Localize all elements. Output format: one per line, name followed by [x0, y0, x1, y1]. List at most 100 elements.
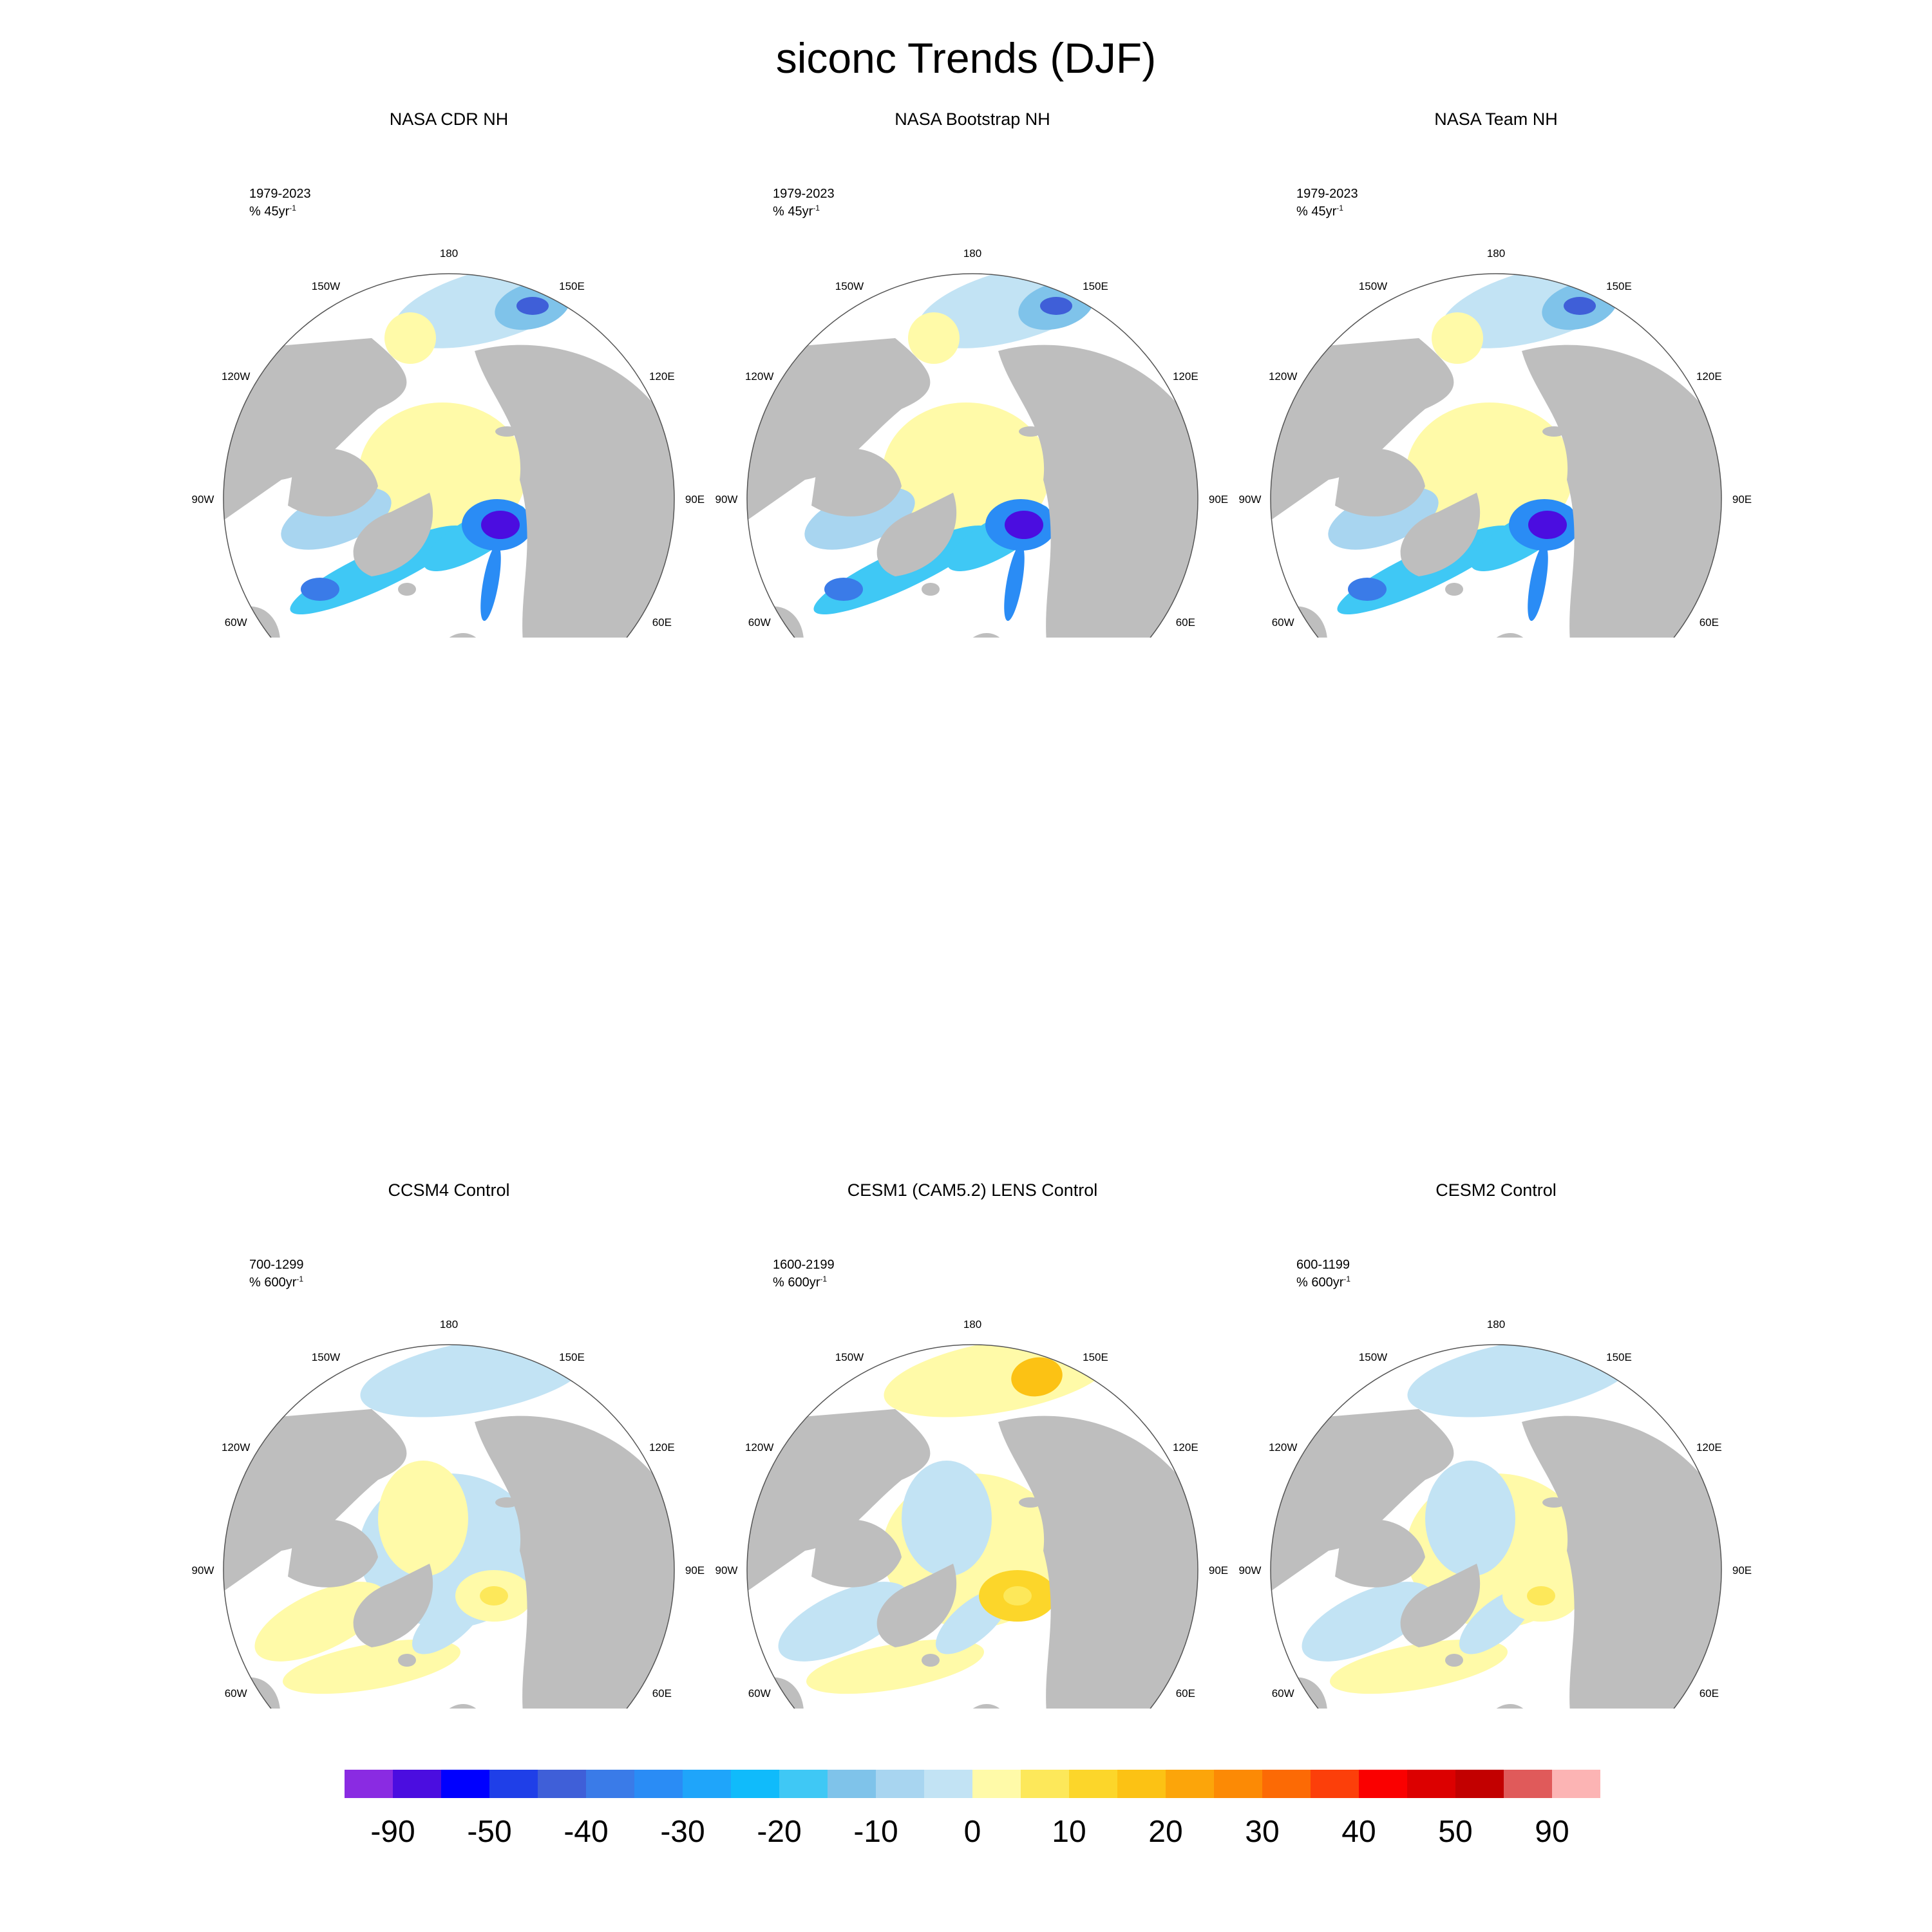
eurasia-landmass	[998, 345, 1198, 638]
colorbar-swatch	[972, 1770, 1021, 1798]
longitude-label: 150W	[1359, 280, 1387, 292]
map-boundary	[223, 273, 675, 638]
longitude-label: 90E	[685, 1564, 705, 1577]
longitude-label: 150W	[1359, 1351, 1387, 1363]
trend-patch	[778, 1582, 909, 1662]
trend-patch	[1005, 511, 1043, 539]
longitude-label: 180	[440, 1318, 458, 1331]
longitude-label: 150E	[1083, 1351, 1108, 1363]
longitude-label: 150W	[312, 1351, 340, 1363]
trend-units-exponent: -1	[289, 204, 296, 213]
longitude-label: 60W	[225, 616, 247, 629]
colorbar-tick-label: 40	[1341, 1815, 1376, 1849]
longitude-label: 90W	[1239, 1564, 1262, 1577]
longitude-label: 90W	[1239, 493, 1262, 506]
polar-map: 180150E120E90E60E30E030W60W90W120W150W	[192, 1318, 705, 1709]
trend-patch	[1528, 544, 1548, 621]
longitude-label: 150W	[312, 280, 340, 292]
island	[495, 1497, 518, 1508]
colorbar-swatch	[586, 1770, 634, 1798]
longitude-label: 120E	[1173, 370, 1198, 383]
colorbar-swatch	[1021, 1770, 1069, 1798]
map-boundary	[223, 1344, 675, 1709]
trend-patch	[1011, 1357, 1063, 1397]
longitude-label: 120W	[745, 1441, 773, 1454]
trend-units-value: 600yr	[788, 1275, 820, 1290]
map-boundary	[1270, 1344, 1722, 1709]
panel-period: 700-1299% 600yr-1	[249, 1258, 304, 1290]
longitude-label: 60W	[225, 1687, 247, 1700]
longitude-label: 60W	[748, 616, 771, 629]
iceland	[398, 583, 416, 596]
period-range: 1979-2023	[1296, 187, 1358, 201]
colorbar-swatch	[779, 1770, 828, 1798]
longitude-label: 90W	[192, 1564, 214, 1577]
longitude-label: 90W	[715, 493, 738, 506]
colorbar-swatch	[683, 1770, 731, 1798]
trend-patch	[1040, 297, 1072, 315]
trend-units-value: 45yr	[788, 204, 813, 219]
map-panel-nasa-bootstrap-nh: NASA Bootstrap NH 1979-2023% 45yr-1 180 150…	[708, 109, 1236, 638]
colorbar-swatch	[1552, 1770, 1600, 1798]
iceland	[922, 583, 940, 596]
panel-period: 1600-2199% 600yr-1	[773, 1258, 835, 1290]
map-panel-nasa-cdr-nh: NASA CDR NH 1979-2023% 45yr-1 180 150E 120E 9…	[185, 109, 713, 638]
trend-patch	[806, 1639, 985, 1694]
colorbar-swatch	[489, 1770, 538, 1798]
colorbar-swatch	[1214, 1770, 1262, 1798]
longitude-label: 120W	[1269, 1441, 1297, 1454]
map-panel-cesm1-lens-control: CESM1 (CAM5.2) LENS Control 1600-2199% 60…	[708, 1180, 1236, 1709]
longitude-label: 90E	[1732, 493, 1752, 506]
longitude-label: 60E	[652, 1687, 672, 1700]
trend-units-value: 45yr	[1311, 204, 1337, 219]
greenland-landmass	[876, 493, 957, 576]
trend-patch	[1425, 1461, 1515, 1577]
north-america-landmass	[223, 1409, 407, 1596]
panel-period: 600-1199% 600yr-1	[1296, 1258, 1350, 1290]
panel-title: CCSM4 Control	[388, 1180, 510, 1200]
trend-units-prefix: %	[773, 1275, 788, 1290]
longitude-label: 60E	[1700, 616, 1719, 629]
iceland	[1445, 583, 1463, 596]
colorbar-swatch	[1311, 1770, 1359, 1798]
period-range: 1979-2023	[249, 187, 311, 201]
colorbar-tick-label: -10	[853, 1815, 898, 1849]
trend-units-value: 600yr	[264, 1275, 297, 1290]
greenland-landmass	[876, 1564, 957, 1647]
colorbar-tick-label: 10	[1052, 1815, 1086, 1849]
trend-units-value: 600yr	[1311, 1275, 1344, 1290]
longitude-label: 90E	[685, 493, 705, 506]
longitude-label: 90E	[1209, 493, 1228, 506]
trend-patch	[1302, 1582, 1433, 1662]
trend-patch	[301, 578, 339, 601]
trend-patch	[824, 578, 863, 601]
north-america-landmass	[747, 1409, 931, 1596]
trend-patch	[1564, 297, 1596, 315]
longitude-label: 120W	[1269, 370, 1297, 383]
colorbar-swatch	[538, 1770, 586, 1798]
longitude-label: 90E	[1732, 1564, 1752, 1577]
longitude-label: 120E	[649, 1441, 675, 1454]
longitude-label: 60E	[1176, 1687, 1195, 1700]
north-america-landmass	[1271, 1409, 1454, 1596]
island	[495, 426, 518, 437]
trend-units-exponent: -1	[813, 204, 820, 213]
colorbar-swatch	[876, 1770, 924, 1798]
trend-units-prefix: %	[249, 1275, 265, 1290]
eurasia-landmass	[998, 1416, 1198, 1709]
longitude-label: 180	[1487, 1318, 1505, 1331]
longitude-label: 150E	[559, 280, 585, 292]
canada-landmass	[1335, 1519, 1425, 1587]
trend-units: % 600yr-1	[249, 1272, 304, 1290]
colorbar-tick-label: 30	[1245, 1815, 1279, 1849]
longitude-label: 60W	[1272, 616, 1294, 629]
colorbar-swatch	[1504, 1770, 1552, 1798]
eurasia-landmass	[1522, 1416, 1721, 1709]
trend-units: % 45yr-1	[249, 201, 311, 219]
trend-units-prefix: %	[1296, 204, 1312, 219]
map-panel-ccsm4-control: CCSM4 Control 700-1299% 600yr-1 180 150E 120…	[185, 1180, 713, 1709]
period-range: 700-1299	[249, 1258, 304, 1272]
map-boundary	[1270, 273, 1722, 638]
trend-units-prefix: %	[773, 204, 788, 219]
colorbar-tick-label: 90	[1535, 1815, 1569, 1849]
